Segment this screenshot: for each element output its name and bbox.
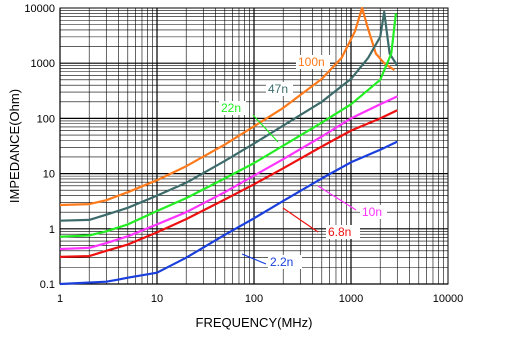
leader-line-2.2n (241, 253, 267, 265)
y-axis-title: IMPEDANCE(Ohm) (7, 89, 22, 203)
series-line-47n (59, 10, 399, 222)
series-line-22n (59, 13, 397, 238)
y-tick-label: 10000 (24, 3, 55, 15)
leader-line-10n (317, 185, 357, 211)
label-bg-22n (219, 101, 246, 115)
x-tick-label: 10000 (433, 293, 464, 305)
label-bg-100n (296, 55, 330, 69)
label-bg-6.8n (326, 225, 360, 239)
series-layer (59, 6, 399, 286)
series-label-2.2n: 2.2n (270, 255, 293, 269)
series-labels: 100n 47n 22n 10n 6.8n 2.2n (219, 55, 387, 269)
series-label-47n: 47n (268, 82, 288, 96)
series-line-100n (59, 6, 396, 207)
y-tick-label: 100 (37, 113, 55, 125)
y-tick-label: 1 (49, 224, 55, 236)
series-label-100n: 100n (298, 55, 325, 69)
y-tick-label: 1000 (31, 58, 55, 70)
x-tick-label: 100 (245, 293, 263, 305)
label-bg-10n (360, 205, 387, 219)
leader-line-22n (252, 114, 279, 143)
series-label-6.8n: 6.8n (328, 225, 351, 239)
series-label-22n: 22n (221, 101, 241, 115)
plot-frame (59, 7, 449, 285)
series-line-6.8n (59, 109, 398, 258)
x-axis-title: FREQUENCY(MHz) (196, 315, 313, 330)
series-label-10n: 10n (362, 205, 382, 219)
x-tick-label: 1000 (339, 293, 363, 305)
x-tick-label: 10 (151, 293, 163, 305)
label-leaders (241, 114, 357, 265)
y-tick-label: 10 (43, 169, 55, 181)
label-bg-47n (266, 82, 293, 96)
x-tick-label: 1 (57, 293, 63, 305)
y-tick-label: 0.1 (40, 279, 55, 291)
label-bg-2.2n (268, 255, 302, 269)
series-line-2.2n (59, 140, 398, 286)
series-line-10n (59, 95, 398, 251)
leader-line-6.8n (282, 207, 319, 233)
